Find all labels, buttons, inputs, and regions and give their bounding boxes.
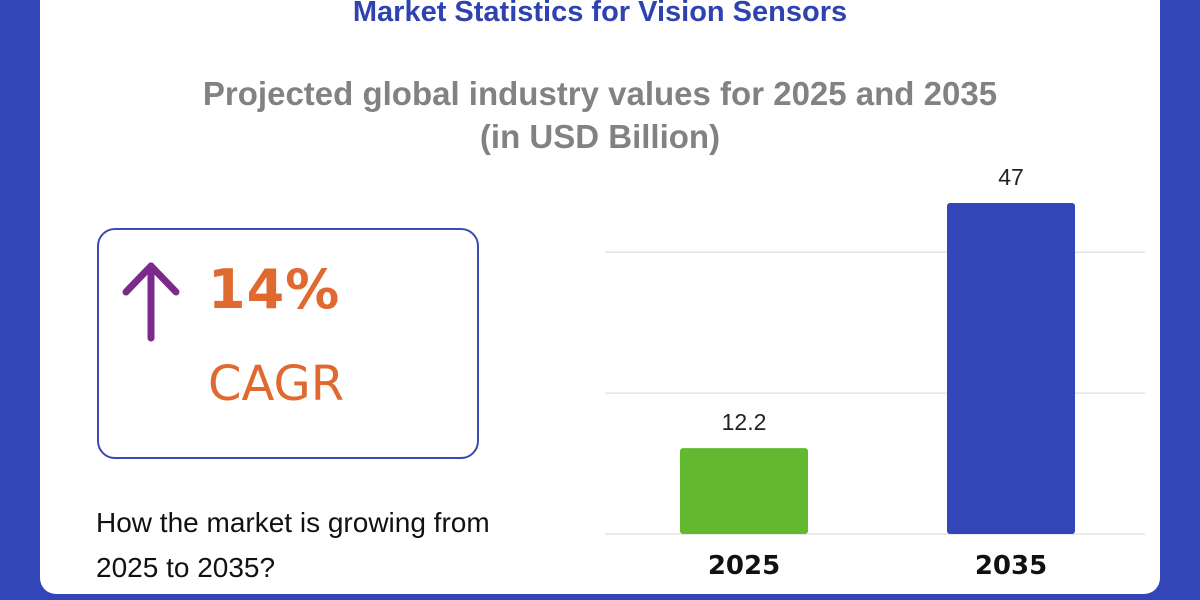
x-tick-label: 2035 xyxy=(975,551,1047,581)
chart-subtitle-line1: Projected global industry values for 202… xyxy=(202,75,998,112)
page-title: Market Statistics for Vision Sensors xyxy=(352,0,848,28)
data-label: 47 xyxy=(998,164,1024,190)
question-text: How the market is growing from 2025 to 2… xyxy=(96,507,490,583)
bar-2025 xyxy=(680,448,808,534)
cagr-label: CAGR xyxy=(208,356,345,412)
cagr-box xyxy=(97,228,479,459)
cagr-value: 14% xyxy=(208,258,341,321)
x-tick-label: 2025 xyxy=(708,551,780,581)
data-label: 12.2 xyxy=(722,409,767,435)
chart-subtitle-line2: (in USD Billion) xyxy=(479,118,721,155)
bar-2035 xyxy=(947,203,1075,534)
